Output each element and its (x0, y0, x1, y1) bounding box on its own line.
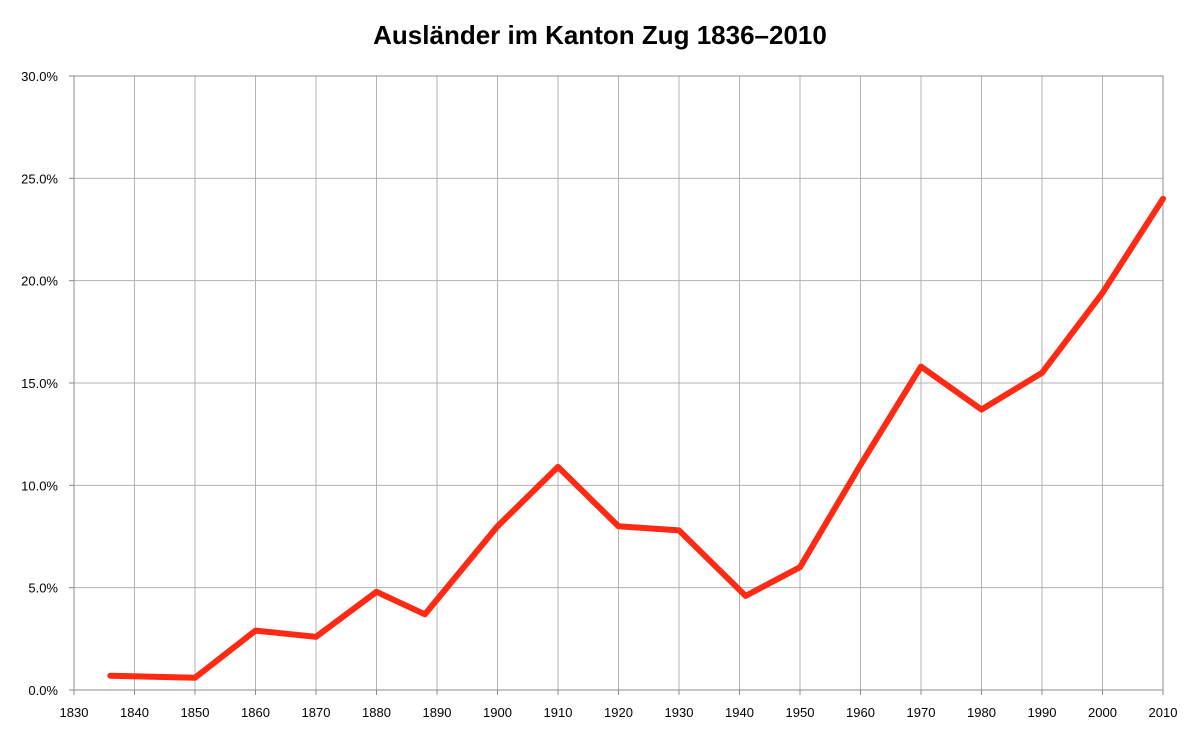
x-tick-label: 1890 (423, 705, 452, 720)
x-tick-label: 1920 (604, 705, 633, 720)
x-tick-label: 1940 (725, 705, 754, 720)
plot-area-border (73, 75, 1164, 691)
grid-lines (73, 75, 1164, 691)
series-line (107, 195, 1166, 681)
x-tick-label: 1860 (241, 705, 270, 720)
x-tick-label: 1830 (60, 705, 89, 720)
axes (69, 75, 1164, 695)
y-tick-label: 0.0% (28, 683, 58, 698)
y-tick-labels: 0.0% 5.0% 10.0% 15.0% 20.0% 25.0% 30.0% (21, 69, 58, 698)
x-tick-label: 2010 (1149, 705, 1178, 720)
y-tick-label: 25.0% (21, 171, 58, 186)
x-tick-label: 1880 (362, 705, 391, 720)
series-layer (107, 195, 1166, 681)
x-tick-label: 1930 (665, 705, 694, 720)
x-tick-label: 2000 (1088, 705, 1117, 720)
chart-title: Ausländer im Kanton Zug 1836–2010 (373, 20, 827, 50)
x-tick-label: 1900 (483, 705, 512, 720)
x-tick-label: 1970 (907, 705, 936, 720)
x-tick-label: 1980 (967, 705, 996, 720)
x-tick-label: 1960 (846, 705, 875, 720)
y-tick-label: 5.0% (28, 581, 58, 596)
x-tick-label: 1950 (786, 705, 815, 720)
x-tick-label: 1840 (120, 705, 149, 720)
y-tick-label: 15.0% (21, 376, 58, 391)
y-tick-label: 10.0% (21, 478, 58, 493)
x-tick-label: 1990 (1028, 705, 1057, 720)
x-tick-label: 1850 (181, 705, 210, 720)
x-tick-labels: 1830 1840 1850 1860 1870 1880 1890 1900 1910 1920… (60, 705, 1178, 720)
x-tick-label: 1870 (302, 705, 331, 720)
y-tick-label: 30.0% (21, 69, 58, 84)
x-tick-label: 1910 (544, 705, 573, 720)
y-tick-label: 20.0% (21, 274, 58, 289)
